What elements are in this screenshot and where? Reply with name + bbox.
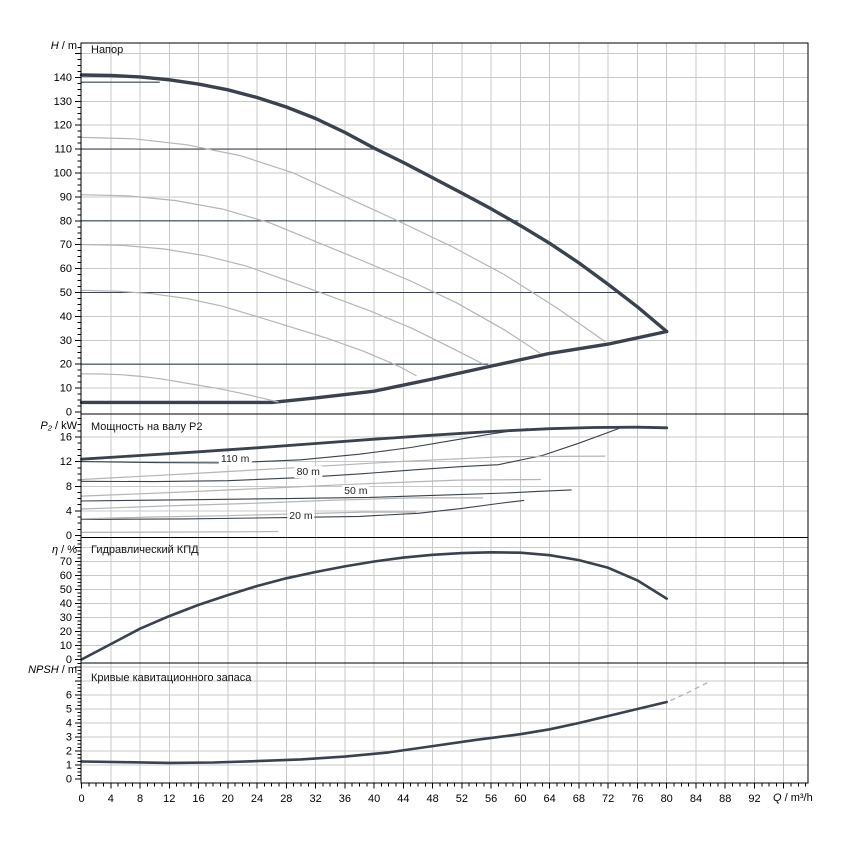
panel-power: 0 4 8 12 16: [60, 413, 809, 542]
npsh-curve: [80, 700, 669, 765]
head-ytick-label: 110: [54, 144, 72, 156]
xtick-label: 20: [222, 793, 234, 805]
reduced-speed-curve-2: [81, 194, 542, 355]
efficiency-ytick-label: 30: [60, 612, 72, 624]
power-ytick-label: 4: [66, 505, 72, 517]
xtick-label: 84: [690, 793, 702, 805]
power-ytick-label: 8: [66, 481, 72, 493]
max-speed-power-curve: [80, 425, 669, 461]
xtick-label: 8: [137, 793, 143, 805]
xtick-label: 36: [339, 793, 351, 805]
xtick-label: 40: [368, 793, 380, 805]
power-speed-1: [81, 455, 606, 481]
curve-label-110m: 110 m: [218, 453, 252, 466]
xtick-label: 16: [192, 793, 204, 805]
reduced-speed-curve-1: [81, 136, 606, 343]
min-envelope-boundary: [79, 329, 669, 405]
efficiency-ytick-label: 10: [60, 640, 72, 652]
head-ytick-label: 80: [60, 215, 72, 227]
panel-efficiency: 0 10 20 30 40 50 60 70: [60, 537, 809, 666]
power-ytick-label: 0: [66, 530, 72, 542]
head-ytick-label: 50: [60, 287, 72, 299]
xtick-label: 48: [426, 793, 438, 805]
npsh-panel-title: Кривые кавитационного запаса: [91, 672, 252, 684]
xtick-label: 80: [661, 793, 673, 805]
max-speed-head-curve: [79, 73, 669, 334]
head-ytick-label: 20: [60, 359, 72, 371]
npsh-ytick-label: 1: [66, 760, 72, 772]
xtick-label: 4: [108, 793, 114, 805]
head-ytick-label: 40: [60, 311, 72, 323]
xtick-label: 32: [309, 793, 321, 805]
power-axis-label: P₂ / kW: [40, 420, 77, 432]
head-ytick-label: 0: [66, 407, 72, 419]
head-ytick-label: 30: [60, 335, 72, 347]
xtick-label: 72: [602, 793, 614, 805]
head-panel-title: Напор: [91, 44, 124, 56]
power-speed-4: [81, 511, 417, 520]
xtick-label: 88: [719, 793, 731, 805]
power-speed-3: [81, 497, 484, 510]
xtick-label: 60: [514, 793, 526, 805]
curve-label-20m: 20 m: [287, 509, 315, 522]
power-20m: [81, 499, 525, 521]
xtick-label: 28: [280, 793, 292, 805]
xtick-label: 12: [163, 793, 175, 805]
head-ytick-label: 120: [54, 120, 72, 132]
efficiency-curve: [80, 550, 669, 661]
efficiency-ytick-label: 50: [60, 584, 72, 596]
npsh-ytick-label: 2: [66, 746, 72, 758]
efficiency-ytick-label: 40: [60, 598, 72, 610]
reduced-speed-curve-5: [81, 373, 279, 403]
head-ytick-label: 140: [54, 72, 72, 84]
xtick-label: 64: [544, 793, 556, 805]
efficiency-panel-title: Гидравлический КПД: [91, 544, 199, 556]
efficiency-ytick-label: 60: [60, 570, 72, 582]
xtick-label: 76: [631, 793, 643, 805]
power-50m: [81, 489, 572, 502]
npsh-ytick-label: 4: [66, 718, 72, 730]
power-ytick-label: 12: [60, 456, 72, 468]
npsh-ytick-label: 3: [66, 732, 72, 744]
npsh-extrapolation: [670, 680, 711, 702]
efficiency-ytick-label: 20: [60, 626, 72, 638]
npsh-ytick-label: 6: [66, 690, 72, 702]
curve-label-80m: 80 m: [294, 465, 322, 478]
x-axis: 0 4 8 12 16 20 24 28 32 36 40 44 48 52 56 60 64 68 72 76 80 8…: [78, 783, 807, 805]
panel-head: 0 10 20 30 40 50 60 70 80 90 100 110 120 130 140: [54, 42, 809, 419]
power-speed-2: [81, 478, 541, 497]
curve-label-50m: 50 m: [342, 485, 370, 498]
head-ytick-label: 70: [60, 239, 72, 251]
xtick-label: 68: [573, 793, 585, 805]
power-110m: [81, 428, 528, 464]
panel-npsh: 0 1 2 3 4 5 6: [66, 662, 809, 786]
efficiency-axis-label: η / %: [51, 544, 77, 556]
xtick-label: 24: [251, 793, 263, 805]
head-axis-label: H / m: [50, 40, 77, 52]
npsh-ytick-label: 0: [66, 774, 72, 786]
xtick-label: 56: [485, 793, 497, 805]
reduced-speed-curve-4: [81, 289, 417, 377]
head-ytick-label: 100: [54, 168, 72, 180]
efficiency-ytick-label: 70: [60, 556, 72, 568]
reduced-speed-curve-3: [81, 243, 484, 365]
xtick-label: 44: [397, 793, 409, 805]
xtick-label: 52: [456, 793, 468, 805]
power-speed-5: [81, 530, 279, 534]
xtick-label: 0: [78, 793, 84, 805]
npsh-axis-label: NPSH / m: [28, 664, 77, 676]
head-ytick-label: 60: [60, 263, 72, 275]
head-ytick-label: 90: [60, 191, 72, 203]
power-80m: [81, 427, 620, 483]
efficiency-ytick-label: 0: [66, 654, 72, 666]
power-panel-title: Мощность на валу P2: [91, 421, 203, 433]
head-ytick-label: 130: [54, 96, 72, 108]
npsh-ytick-label: 5: [66, 704, 72, 716]
head-ytick-label: 10: [60, 383, 72, 395]
xtick-label: 92: [748, 793, 760, 805]
flow-axis-label: Q / m³/h: [773, 792, 813, 804]
power-ytick-label: 16: [60, 432, 72, 444]
